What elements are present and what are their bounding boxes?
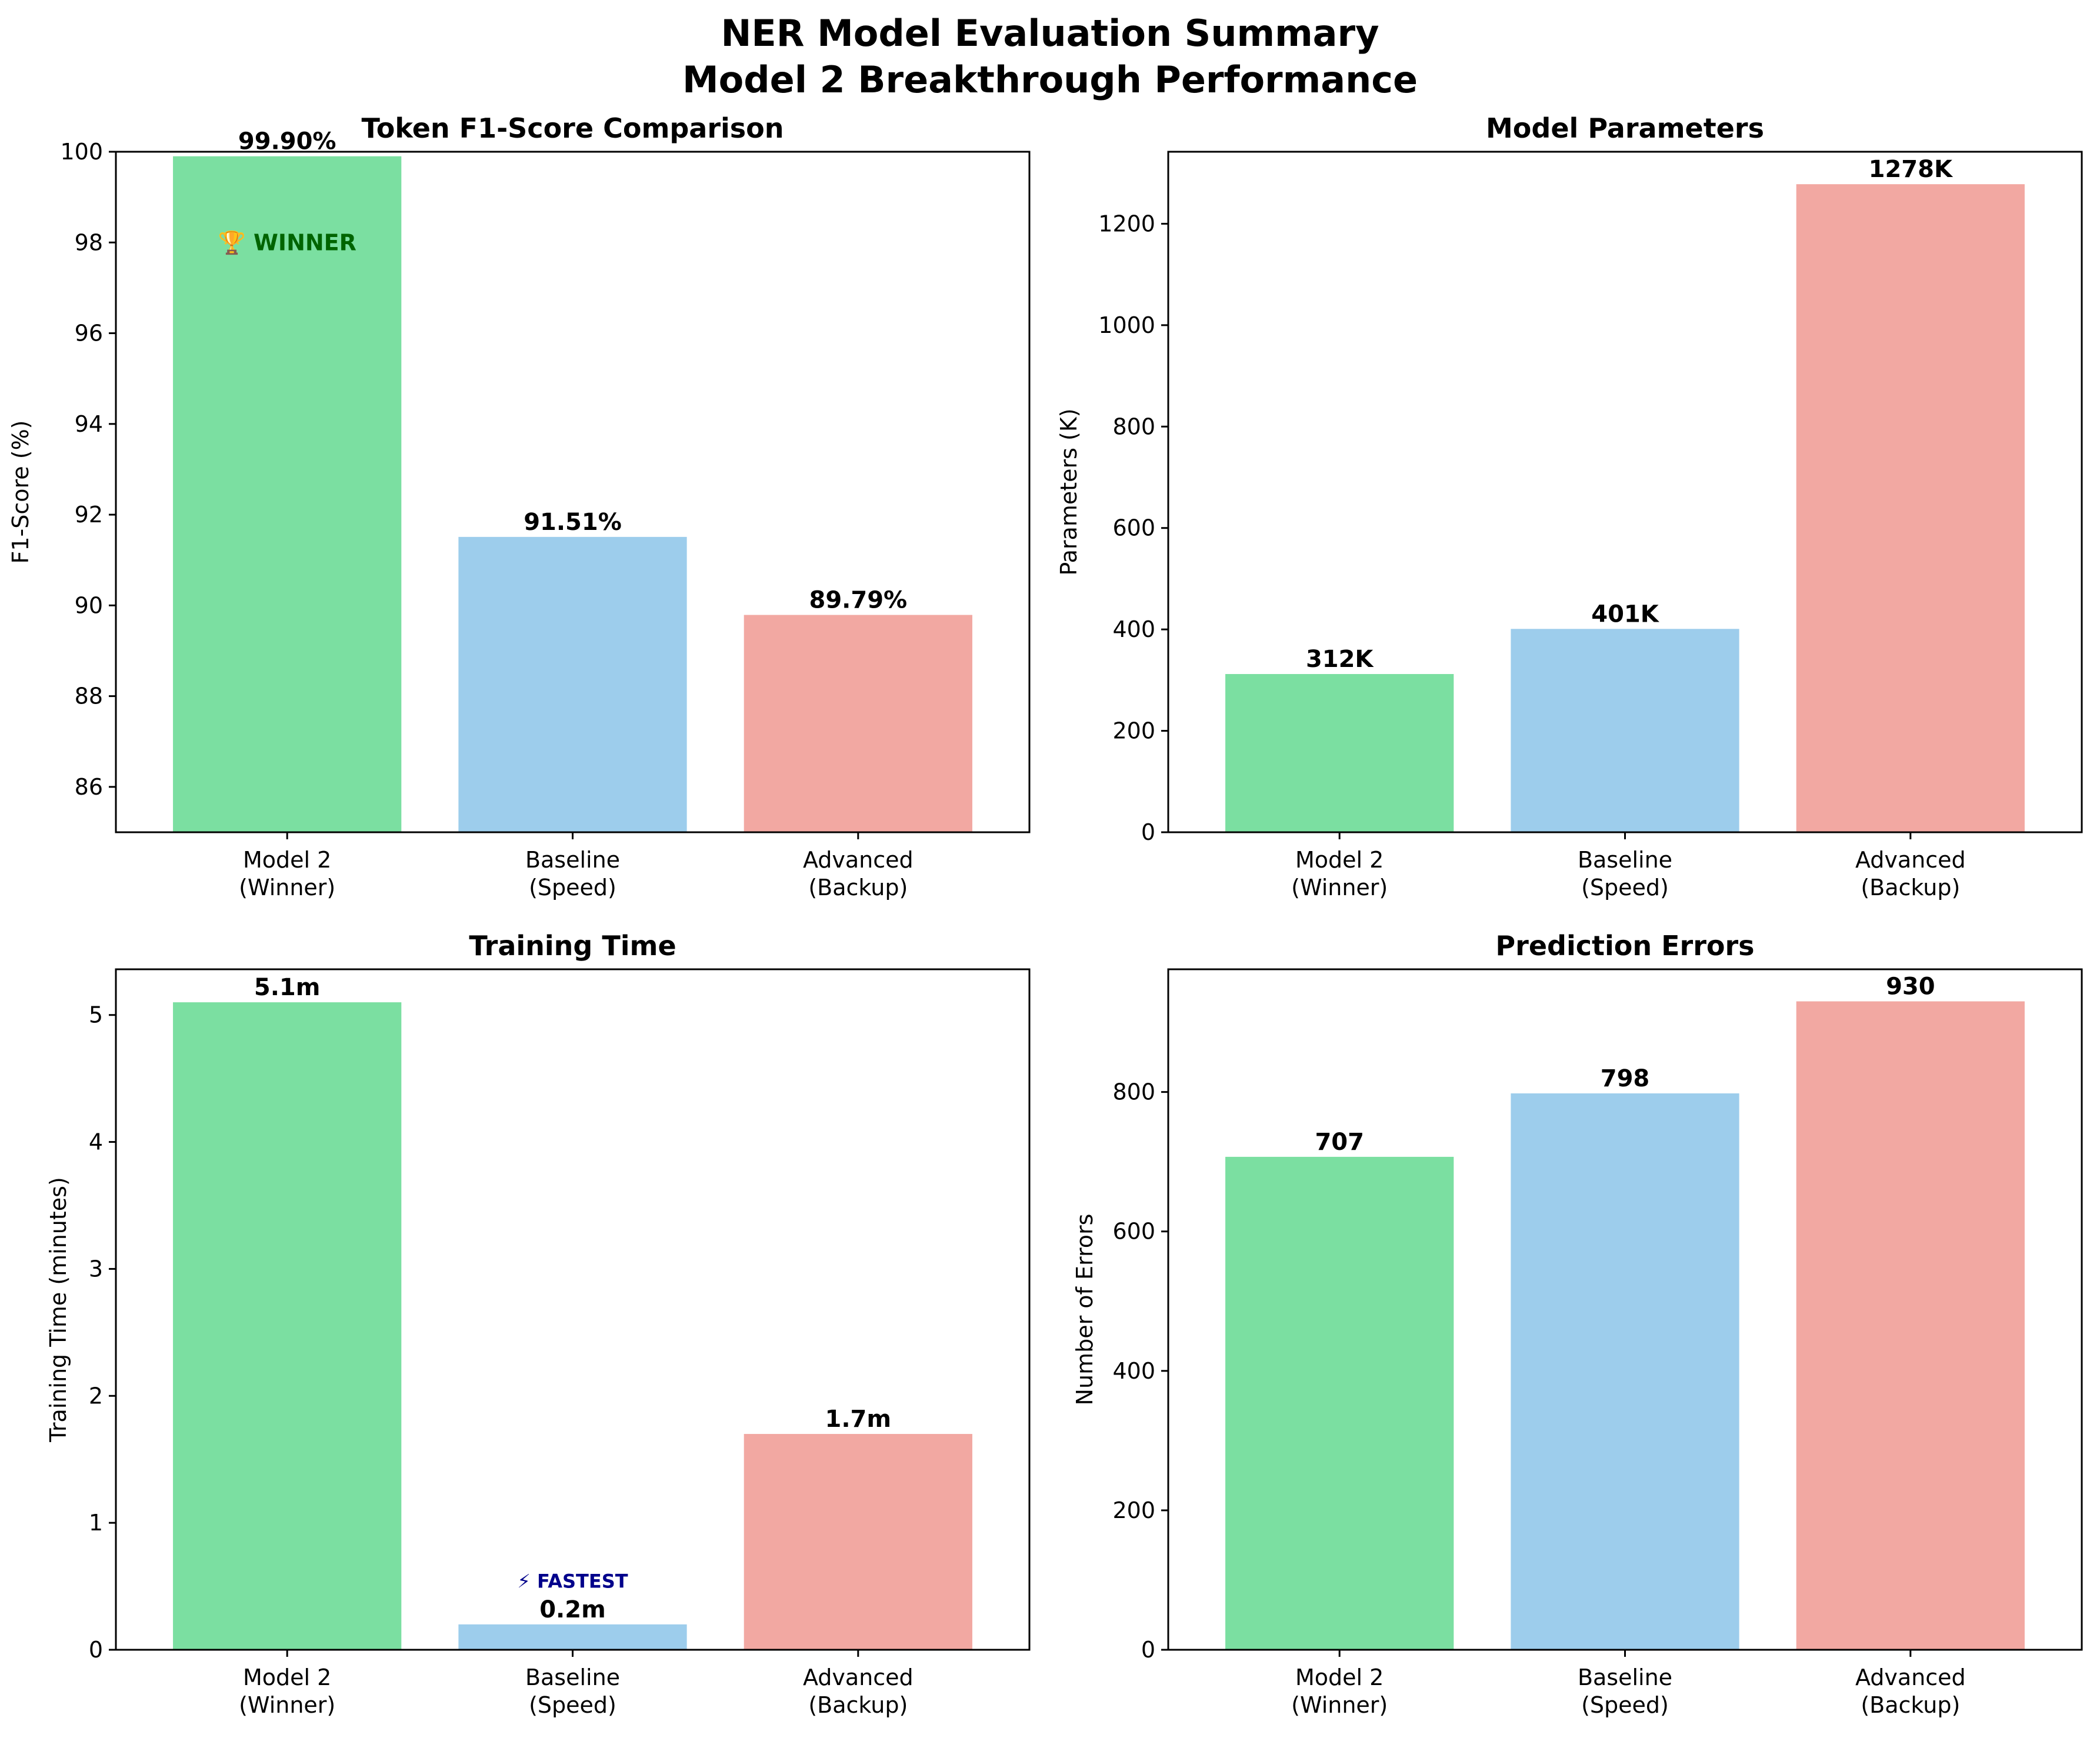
y-tick-label: 2 [89, 1383, 103, 1409]
bar-model-2 [173, 156, 402, 832]
x-tick-label: Model 2 [243, 1664, 331, 1690]
bar-advanced [744, 615, 972, 832]
bar-baseline [458, 536, 687, 832]
value-label-model-2: 5.1m [254, 974, 321, 1001]
x-tick-sublabel: (Backup) [808, 1692, 908, 1718]
value-label-advanced: 1278K [1869, 156, 1954, 183]
x-tick-sublabel: (Winner) [239, 875, 335, 900]
y-tick-label: 92 [75, 502, 103, 528]
y-tick-label: 86 [75, 774, 103, 800]
x-tick-sublabel: (Speed) [529, 875, 616, 900]
value-label-model-2: 312K [1306, 646, 1374, 673]
y-axis-label: Training Time (minutes) [45, 1177, 71, 1443]
bar-model-2 [173, 1002, 402, 1650]
x-tick-label: Baseline [525, 1664, 620, 1690]
x-tick-sublabel: (Backup) [1861, 875, 1960, 900]
x-tick-label: Baseline [1578, 847, 1672, 873]
y-tick-label: 3 [89, 1256, 103, 1282]
y-axis-label: Parameters (K) [1056, 408, 1082, 575]
x-tick-label: Advanced [1855, 847, 1966, 873]
y-tick-label: 600 [1112, 515, 1155, 541]
panel-title: Token F1-Score Comparison [361, 112, 784, 144]
y-tick-label: 1200 [1098, 211, 1155, 236]
y-tick-label: 400 [1112, 1358, 1155, 1384]
x-tick-label: Advanced [1855, 1664, 1966, 1690]
y-tick-label: 1 [89, 1510, 103, 1536]
y-tick-label: 96 [75, 321, 103, 346]
bar-baseline [1511, 629, 1739, 832]
bar-baseline [1511, 1093, 1739, 1650]
y-tick-label: 1000 [1098, 312, 1155, 338]
bar-model-2 [1225, 1156, 1454, 1650]
f1-score-chart: 99.90% 91.51% 89.79% 🏆 WINNER 86 88 90 92 94 96 98… [8, 112, 1031, 900]
y-axis-label: F1-Score (%) [8, 420, 34, 563]
bar-advanced [1796, 1001, 2025, 1650]
x-tick-sublabel: (Winner) [1291, 1692, 1388, 1718]
panel-title: Prediction Errors [1495, 930, 1754, 962]
value-label-baseline: 401K [1591, 601, 1659, 628]
y-tick-label: 100 [60, 139, 103, 165]
bar-advanced [1796, 184, 2025, 832]
value-label-baseline: 91.51% [524, 509, 622, 536]
y-axis-label: Number of Errors [1072, 1214, 1098, 1406]
value-label-advanced: 89.79% [809, 587, 908, 614]
x-tick-sublabel: (Winner) [1291, 875, 1388, 900]
figure-title-line-2: Model 2 Breakthrough Performance [682, 58, 1418, 101]
x-tick-sublabel: (Speed) [1581, 875, 1669, 900]
figure-title-line-1: NER Model Evaluation Summary [721, 12, 1379, 55]
x-tick-label: Model 2 [1295, 1664, 1384, 1690]
y-tick-label: 0 [1141, 1637, 1155, 1663]
value-label-advanced: 930 [1886, 973, 1935, 1000]
y-tick-label: 400 [1112, 616, 1155, 642]
value-label-advanced: 1.7m [825, 1406, 892, 1433]
x-tick-label: Advanced [803, 847, 914, 873]
x-tick-sublabel: (Speed) [1581, 1692, 1669, 1718]
y-tick-label: 200 [1112, 718, 1155, 744]
y-tick-label: 200 [1112, 1497, 1155, 1523]
value-label-baseline: 798 [1601, 1065, 1650, 1092]
y-tick-label: 94 [75, 411, 103, 437]
x-tick-sublabel: (Backup) [808, 875, 908, 900]
parameters-chart: 312K 401K 1278K 0 200 400 600 800 1000 1200 Model … [1056, 112, 2083, 900]
y-tick-label: 800 [1112, 1079, 1155, 1105]
value-label-baseline: 0.2m [539, 1596, 606, 1623]
x-tick-sublabel: (Backup) [1861, 1692, 1960, 1718]
bar-baseline [458, 1624, 687, 1650]
value-label-model-2: 707 [1315, 1129, 1364, 1156]
annotation-label: 🏆 WINNER [218, 229, 356, 255]
y-tick-label: 0 [1141, 819, 1155, 845]
y-tick-label: 800 [1112, 413, 1155, 439]
x-tick-sublabel: (Winner) [239, 1692, 335, 1718]
annotation-label: ⚡ FASTEST [517, 1570, 628, 1592]
y-tick-label: 0 [89, 1637, 103, 1663]
panel-title: Model Parameters [1486, 112, 1764, 144]
bar-advanced [744, 1434, 972, 1650]
value-label-model-2: 99.90% [238, 128, 336, 155]
x-tick-label: Model 2 [1295, 847, 1384, 873]
y-tick-label: 4 [89, 1129, 103, 1155]
x-tick-label: Baseline [1578, 1664, 1672, 1690]
panel-title: Training Time [469, 930, 676, 962]
x-tick-label: Baseline [525, 847, 620, 873]
y-tick-label: 90 [75, 592, 103, 618]
x-tick-label: Advanced [803, 1664, 914, 1690]
x-tick-sublabel: (Speed) [529, 1692, 616, 1718]
y-tick-label: 88 [75, 683, 103, 709]
y-tick-label: 600 [1112, 1219, 1155, 1245]
x-tick-label: Model 2 [243, 847, 331, 873]
prediction-errors-chart: 707 798 930 0 200 400 600 800 Model 2(Winner) Bas… [1072, 930, 2083, 1718]
y-tick-label: 5 [89, 1002, 103, 1028]
bar-model-2 [1225, 674, 1454, 832]
y-tick-label: 98 [75, 229, 103, 255]
training-time-chart: 5.1m 0.2m 1.7m ⚡ FASTEST 0 1 2 3 4 5 Model 2(Winne… [45, 930, 1031, 1718]
